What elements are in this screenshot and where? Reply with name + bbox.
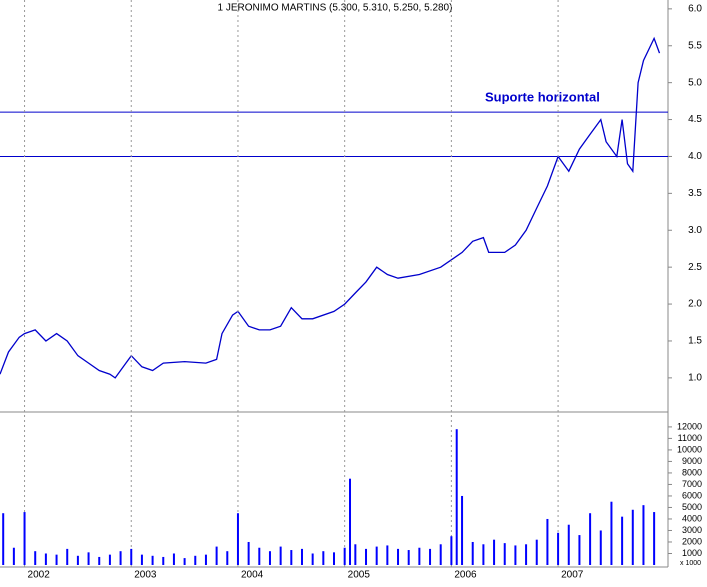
volume-bar [204,554,207,565]
volume-bar [258,547,261,565]
volume-bar [226,551,229,565]
volume-bar [439,544,442,565]
volume-bar [194,555,197,565]
unit-label: x 1000 [680,560,701,567]
volume-bar [183,558,186,565]
volume-bar [55,554,58,565]
y-tick-label: 8000 [682,467,702,477]
y-tick-label: 1000 [682,548,702,558]
volume-bar [599,530,602,565]
x-tick-label: 2003 [134,570,157,581]
volume-bar [621,516,624,565]
volume-bar [162,556,165,565]
volume-bar [333,552,335,565]
volume-bar [589,513,592,565]
y-tick-label: 1.0 [688,373,702,384]
volume-bar [653,512,656,565]
y-tick-label: 2000 [682,536,702,546]
y-tick-label: 4.0 [688,151,702,162]
volume-bar [525,544,528,565]
volume-bar [535,539,538,565]
y-tick-label: 3.5 [688,188,702,199]
volume-bar [407,550,410,565]
volume-bar [354,544,357,565]
volume-bar [119,551,122,565]
y-tick-label: 3.0 [688,225,702,236]
y-tick-label: 4.5 [688,114,702,125]
x-tick-label: 2005 [348,570,371,581]
x-tick-label: 2002 [28,570,51,581]
volume-bar [610,501,613,565]
volume-bar [322,551,325,565]
volume-bar [279,546,282,565]
volume-bar [268,551,271,565]
volume-bar [151,555,154,565]
y-tick-label: 10000 [677,444,702,454]
volume-bar [76,555,79,565]
volume-bar [557,532,560,565]
volume-bar [386,545,389,565]
volume-bar [546,518,549,565]
volume-bar [397,548,400,565]
volume-bar [12,547,15,565]
volume-bar [44,553,47,565]
volume-bar [34,551,37,565]
volume-bar [631,509,634,565]
price-line [0,36,661,379]
volume-bar [140,554,143,565]
volume-bar [429,548,432,565]
volume-bar [87,552,90,565]
volume-bar [236,513,239,565]
volume-bar [98,556,101,565]
y-tick-label: 4000 [682,513,702,523]
volume-bar [642,505,645,565]
volume-bar [349,478,352,565]
volume-bar [482,544,485,565]
x-tick-label: 2006 [454,570,477,581]
volume-bar [450,536,453,565]
volume-bar [215,546,218,565]
volume-bar [365,548,368,565]
volume-bar [461,495,464,565]
volume-bar [2,513,5,565]
volume-bar [108,554,111,565]
y-tick-label: 2.0 [688,299,702,310]
chart-title: 1 JERONIMO MARTINS (5.300, 5.310, 5.250,… [218,3,453,14]
y-tick-label: 1.5 [688,336,702,347]
volume-bar [418,547,421,565]
volume-bar [300,548,303,565]
volume-bar [23,512,26,565]
y-tick-label: 6000 [682,490,702,500]
volume-bar [503,543,506,565]
volume-bar [311,553,314,565]
y-tick-label: 5000 [682,502,702,512]
volume-bar [493,539,496,565]
volume-bar [578,535,581,565]
volume-bar [514,545,517,565]
y-tick-label: 3000 [682,525,702,535]
y-tick-label: 7000 [682,479,702,489]
annotation: Suporte horizontal [485,89,600,104]
volume-bar [567,524,570,565]
volume-bar [130,548,133,565]
y-tick-label: 5.5 [688,40,702,51]
x-tick-label: 2004 [241,570,264,581]
x-tick-label: 2007 [561,570,584,581]
volume-bar [343,547,346,565]
y-tick-label: 12000 [677,421,702,431]
y-tick-label: 9000 [682,456,702,466]
y-tick-label: 6.0 [688,3,702,14]
y-tick-label: 2.5 [688,262,702,273]
volume-bar [247,541,250,565]
volume-bar [290,550,293,565]
volume-bar [471,541,474,565]
volume-bar [455,429,458,565]
y-tick-label: 5.0 [688,77,702,88]
y-tick-label: 11000 [678,433,702,443]
volume-bar [172,553,175,565]
volume-bar [66,548,69,565]
volume-bar [375,546,378,565]
